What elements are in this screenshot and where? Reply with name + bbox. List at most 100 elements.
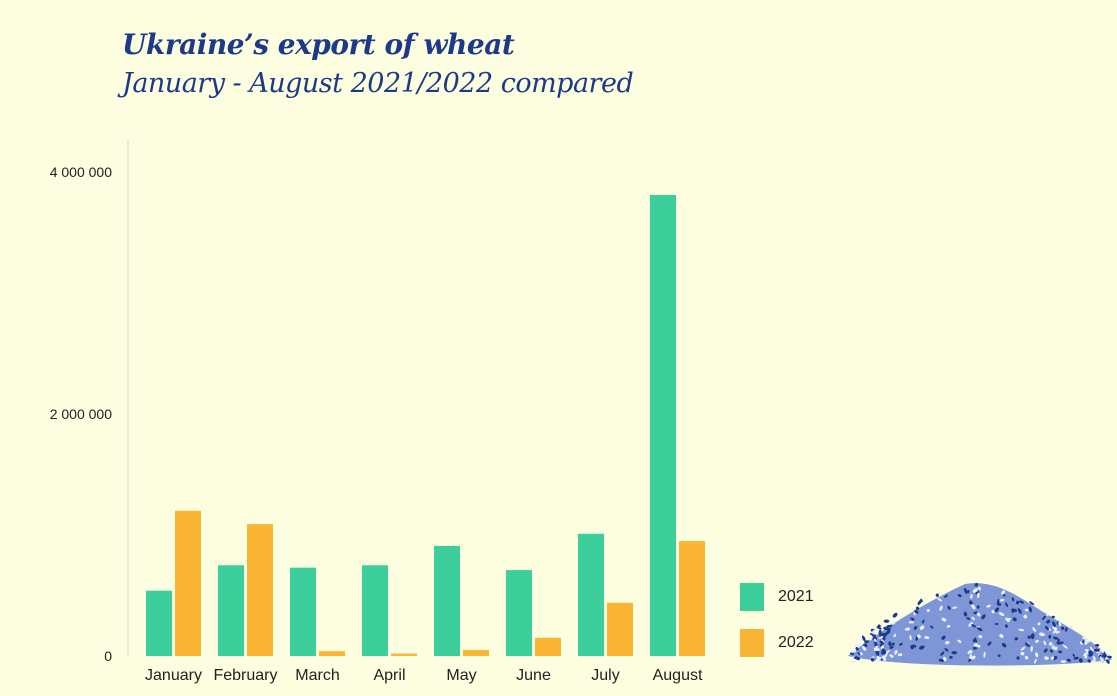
grain-dot [1050,656,1055,660]
grain-dot [1037,622,1041,626]
grain-dot [1073,656,1079,660]
grain-dot [1014,637,1019,641]
grain-dot [1093,648,1100,652]
bar-february-2022 [247,524,273,656]
y-tick-label: 2 000 000 [50,406,112,422]
y-tick-labels: 0 2 000 000 4 000 000 [50,164,113,664]
grain-dot [935,593,939,597]
grain-dot [1095,643,1100,647]
grain-dot [899,642,903,646]
grain-dot [1029,601,1035,606]
grain-dot [1058,650,1063,654]
grain-dot [904,627,911,631]
grain-dot [888,641,892,647]
grain-dot [891,621,896,625]
grain-dot [1058,621,1062,627]
grain-dot [1084,648,1089,652]
grain-dot [862,645,867,651]
grain-dot [1017,608,1022,614]
grain-dot [911,644,917,648]
grain-dot [870,657,875,662]
grain-dot [1005,617,1010,622]
grain-dot [893,633,897,638]
grain-dot [882,656,887,661]
bar-april-2022 [391,653,417,656]
grain-dot [859,652,863,656]
grain-dot [1048,642,1053,646]
grain-dot [1081,640,1085,644]
grain-dot [1056,638,1060,645]
grain-dot [944,647,949,652]
grain-dot [977,592,980,599]
grain-dot [945,641,950,645]
grain-dot [983,651,986,658]
grain-dot [939,605,943,611]
grain-dot [994,622,999,626]
grain-dot [876,626,882,630]
grain-dot [968,621,974,627]
grain-dot [1038,632,1046,637]
grain-dot [949,656,953,659]
grain-dot [1020,651,1025,656]
grain-dot [976,605,980,609]
grain-dot [937,598,943,602]
grain-dot [1012,617,1017,622]
grain-dot [1107,655,1112,659]
grain-dot [917,634,921,639]
grain-dot [997,654,1001,657]
grain-dot [1106,659,1110,664]
grain-dot [972,588,979,593]
grain-dot [856,643,861,648]
grain-dot [926,608,930,613]
grain-dot [855,656,861,661]
x-tick-label: May [446,667,476,684]
grain-dot [1032,627,1037,632]
grain-dot [1030,634,1035,640]
grain-dot [1062,644,1068,649]
grain-dot [915,606,920,610]
grain-dot [868,636,872,641]
bar-may-2021 [434,545,460,656]
grain-dot [924,636,930,640]
x-tick-label: February [213,667,277,684]
grain-dot [998,612,1005,617]
grain-dot [885,650,891,653]
grain-dot [919,625,925,630]
legend-label-2022: 2022 [778,634,814,651]
grain-dot [914,609,919,614]
grain-dot [1028,606,1032,613]
grain-dot [1052,621,1056,628]
grain-dot [1004,624,1008,628]
bar-april-2021 [362,565,388,656]
wheat-grain-pile-illustration [848,582,1112,666]
grain-dot [999,634,1004,638]
bar-july-2021 [578,533,604,656]
grain-dot [1100,658,1104,662]
x-tick-label: March [295,667,339,684]
grain-dot [897,653,903,657]
grain-dot [1054,646,1058,651]
grain-dot [1072,653,1076,657]
grain-dot [999,598,1005,602]
bar-march-2021 [290,567,316,656]
grain-dot [1027,635,1031,639]
bar-june-2022 [535,637,561,656]
grain-dot [1052,636,1059,640]
grain-dot [1069,625,1073,629]
grain-dot [963,611,968,617]
grain-dot [1035,652,1039,658]
grain-dot [1055,630,1060,634]
bars [146,194,705,657]
grain-dot [910,617,915,621]
grain-dot [873,638,877,642]
grain-dot [1046,619,1051,624]
grain-dot [966,617,971,620]
grain-dot [878,629,882,636]
bar-july-2022 [607,602,633,656]
grain-dot [974,637,978,643]
legend-swatch-2021 [740,583,764,611]
grain-dot [874,643,878,647]
grain-dot [1011,597,1015,602]
grain-dot [1051,645,1055,650]
grain-dot [966,589,970,594]
